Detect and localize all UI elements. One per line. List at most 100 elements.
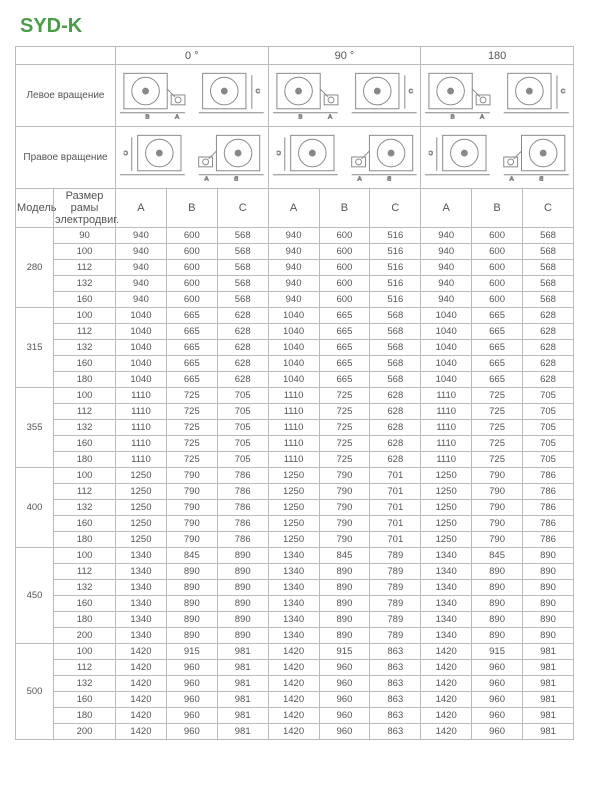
data-cell: 960 bbox=[319, 676, 370, 692]
data-cell: 1420 bbox=[268, 724, 319, 740]
data-cell: 1250 bbox=[116, 500, 167, 516]
table-row: 132134089089013408907891340890890 bbox=[16, 580, 574, 596]
data-cell: 890 bbox=[217, 548, 268, 564]
table-row: 100940600568940600516940600568 bbox=[16, 244, 574, 260]
data-cell: 600 bbox=[166, 276, 217, 292]
svg-text:C: C bbox=[428, 151, 433, 157]
data-cell: 789 bbox=[370, 596, 421, 612]
table-row: 112111072570511107256281110725705 bbox=[16, 404, 574, 420]
data-cell: 1250 bbox=[421, 500, 472, 516]
data-cell: 600 bbox=[472, 228, 523, 244]
data-cell: 940 bbox=[116, 260, 167, 276]
data-cell: 890 bbox=[319, 628, 370, 644]
data-cell: 890 bbox=[319, 612, 370, 628]
data-cell: 628 bbox=[523, 324, 574, 340]
svg-text:A: A bbox=[175, 115, 179, 121]
data-cell: 665 bbox=[166, 308, 217, 324]
data-cell: 915 bbox=[166, 644, 217, 660]
data-cell: 790 bbox=[472, 532, 523, 548]
data-cell: 568 bbox=[370, 340, 421, 356]
data-cell: 845 bbox=[319, 548, 370, 564]
table-row: 132940600568940600516940600568 bbox=[16, 276, 574, 292]
data-cell: 863 bbox=[370, 676, 421, 692]
frame-cell: 200 bbox=[54, 628, 116, 644]
data-cell: 1250 bbox=[421, 516, 472, 532]
data-cell: 725 bbox=[166, 452, 217, 468]
data-cell: 960 bbox=[472, 708, 523, 724]
data-cell: 568 bbox=[370, 308, 421, 324]
table-row: 180125079078612507907011250790786 bbox=[16, 532, 574, 548]
data-cell: 568 bbox=[370, 324, 421, 340]
svg-text:B: B bbox=[387, 177, 391, 183]
data-cell: 1250 bbox=[268, 516, 319, 532]
table-row: 200134089089013408907891340890890 bbox=[16, 628, 574, 644]
data-cell: 890 bbox=[523, 564, 574, 580]
data-cell: 568 bbox=[217, 260, 268, 276]
data-cell: 705 bbox=[523, 436, 574, 452]
data-cell: 1040 bbox=[116, 356, 167, 372]
data-cell: 1110 bbox=[421, 420, 472, 436]
data-cell: 1250 bbox=[421, 484, 472, 500]
data-cell: 1420 bbox=[116, 708, 167, 724]
data-cell: 981 bbox=[217, 692, 268, 708]
data-cell: 981 bbox=[217, 660, 268, 676]
svg-text:B: B bbox=[146, 115, 150, 121]
data-cell: 1110 bbox=[116, 452, 167, 468]
data-cell: 890 bbox=[319, 564, 370, 580]
data-cell: 1340 bbox=[268, 564, 319, 580]
frame-cell: 112 bbox=[54, 404, 116, 420]
table-row: 112142096098114209608631420960981 bbox=[16, 660, 574, 676]
table-row: 180111072570511107256281110725705 bbox=[16, 452, 574, 468]
data-cell: 568 bbox=[370, 372, 421, 388]
data-cell: 1250 bbox=[268, 468, 319, 484]
frame-cell: 100 bbox=[54, 548, 116, 564]
data-cell: 786 bbox=[217, 468, 268, 484]
data-cell: 600 bbox=[472, 292, 523, 308]
data-cell: 568 bbox=[523, 276, 574, 292]
diagram-left-0: B A C bbox=[116, 65, 269, 127]
data-cell: 890 bbox=[523, 580, 574, 596]
data-cell: 790 bbox=[166, 532, 217, 548]
table-row: 160134089089013408907891340890890 bbox=[16, 596, 574, 612]
data-cell: 1040 bbox=[421, 324, 472, 340]
abc-header: C bbox=[217, 189, 268, 228]
table-row: 160111072570511107256281110725705 bbox=[16, 436, 574, 452]
data-cell: 701 bbox=[370, 532, 421, 548]
data-cell: 890 bbox=[523, 548, 574, 564]
data-cell: 940 bbox=[268, 292, 319, 308]
frame-cell: 100 bbox=[54, 308, 116, 324]
data-cell: 981 bbox=[523, 660, 574, 676]
svg-text:C: C bbox=[123, 151, 128, 157]
data-cell: 1110 bbox=[421, 388, 472, 404]
frame-cell: 112 bbox=[54, 324, 116, 340]
frame-cell: 100 bbox=[54, 388, 116, 404]
frame-cell: 160 bbox=[54, 596, 116, 612]
data-cell: 628 bbox=[217, 372, 268, 388]
data-cell: 940 bbox=[116, 276, 167, 292]
data-cell: 628 bbox=[217, 324, 268, 340]
data-cell: 665 bbox=[472, 340, 523, 356]
data-cell: 1340 bbox=[421, 548, 472, 564]
svg-text:C: C bbox=[408, 89, 413, 95]
data-cell: 600 bbox=[166, 260, 217, 276]
data-cell: 1250 bbox=[116, 484, 167, 500]
data-cell: 790 bbox=[166, 484, 217, 500]
svg-text:B: B bbox=[451, 115, 455, 121]
data-cell: 786 bbox=[523, 468, 574, 484]
data-cell: 1250 bbox=[268, 500, 319, 516]
data-cell: 1340 bbox=[268, 596, 319, 612]
abc-header: A bbox=[116, 189, 167, 228]
data-cell: 786 bbox=[523, 500, 574, 516]
data-cell: 890 bbox=[217, 628, 268, 644]
data-cell: 790 bbox=[319, 468, 370, 484]
frame-cell: 200 bbox=[54, 724, 116, 740]
data-cell: 725 bbox=[319, 420, 370, 436]
data-cell: 665 bbox=[166, 324, 217, 340]
data-cell: 600 bbox=[166, 292, 217, 308]
frame-cell: 100 bbox=[54, 244, 116, 260]
data-cell: 1340 bbox=[116, 612, 167, 628]
data-cell: 1420 bbox=[421, 692, 472, 708]
data-cell: 890 bbox=[217, 596, 268, 612]
data-cell: 705 bbox=[523, 452, 574, 468]
data-cell: 960 bbox=[166, 724, 217, 740]
